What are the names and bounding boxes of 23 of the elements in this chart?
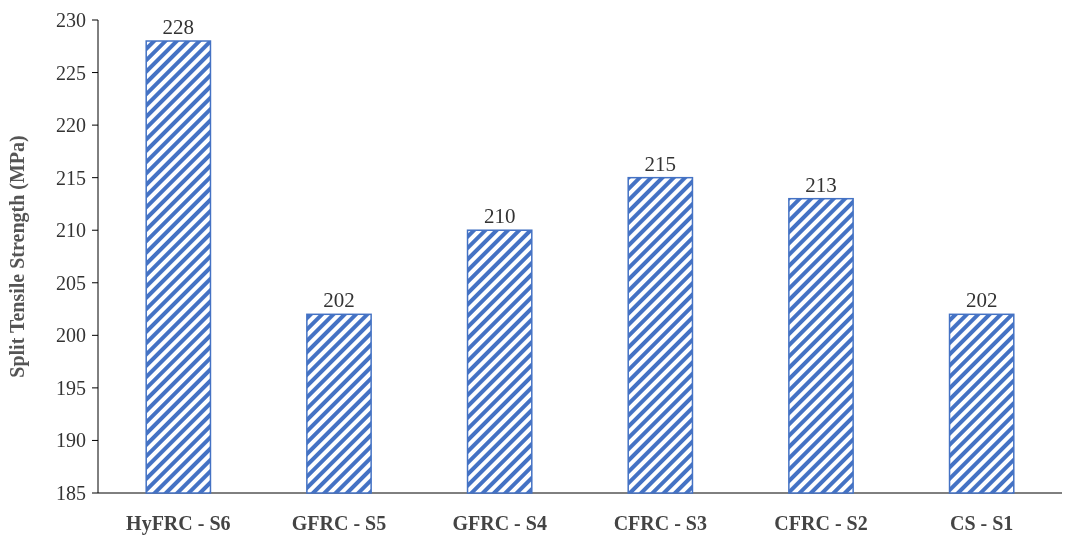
y-tick-label: 225: [56, 61, 86, 84]
data-label: 202: [323, 288, 355, 313]
y-tick-label: 185: [56, 482, 86, 504]
data-label: 215: [644, 151, 677, 176]
x-tick-label: GFRC - S4: [452, 512, 547, 534]
y-tick-label: 210: [56, 219, 86, 242]
x-tick-label: CFRC - S3: [613, 512, 708, 534]
y-tick-label: 230: [56, 9, 86, 31]
y-tick-label: 205: [56, 271, 86, 294]
x-tick-label: HyFRC - S6: [126, 512, 231, 535]
data-label: 210: [483, 204, 516, 229]
data-label: 213: [805, 172, 837, 197]
y-axis-title: Split Tensile Strength (MPa): [6, 135, 29, 378]
data-label: 228: [162, 15, 195, 40]
y-tick-label: 200: [56, 324, 86, 347]
x-tick-label: CS - S1: [949, 512, 1014, 534]
data-label: 202: [965, 288, 998, 313]
y-tick-label: 220: [56, 114, 86, 137]
x-tick-label: GFRC - S5: [291, 512, 387, 534]
y-tick-label: 215: [56, 166, 86, 189]
x-tick-label: CFRC - S2: [774, 512, 868, 534]
y-tick-label: 190: [56, 429, 86, 452]
y-tick-label: 195: [56, 376, 86, 399]
